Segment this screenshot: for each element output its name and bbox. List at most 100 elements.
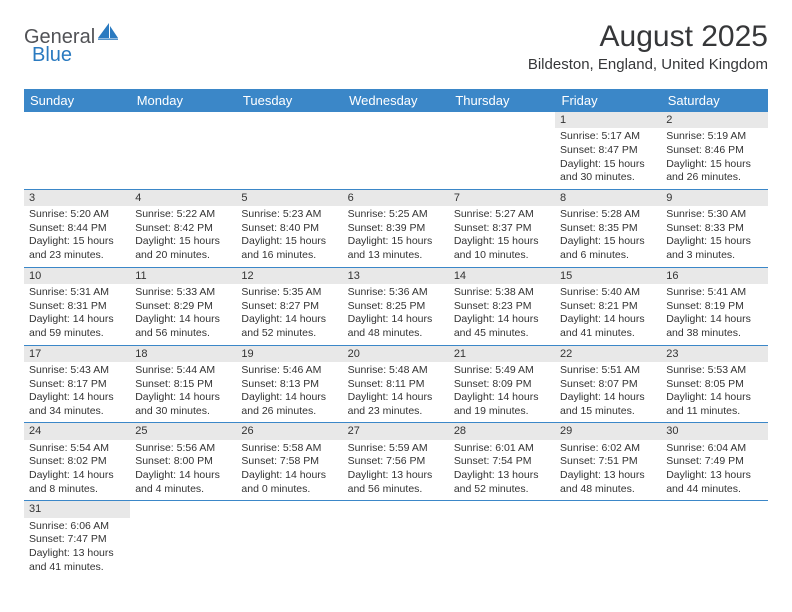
- calendar-cell: [236, 501, 342, 578]
- logo-blue-text-wrap: Blue: [31, 44, 72, 67]
- daylight-text: Daylight: 14 hours and 52 minutes.: [241, 313, 337, 340]
- sunrise-text: Sunrise: 6:04 AM: [666, 442, 762, 456]
- calendar-table: Sunday Monday Tuesday Wednesday Thursday…: [24, 89, 768, 578]
- daylight-text: Daylight: 15 hours and 13 minutes.: [348, 235, 444, 262]
- sunset-text: Sunset: 8:21 PM: [560, 300, 656, 314]
- calendar-cell: 30Sunrise: 6:04 AMSunset: 7:49 PMDayligh…: [661, 423, 767, 501]
- location: Bildeston, England, United Kingdom: [528, 56, 768, 73]
- calendar-cell: 26Sunrise: 5:58 AMSunset: 7:58 PMDayligh…: [236, 423, 342, 501]
- weekday-header-row: Sunday Monday Tuesday Wednesday Thursday…: [24, 89, 768, 112]
- calendar-cell: 20Sunrise: 5:48 AMSunset: 8:11 PMDayligh…: [343, 345, 449, 423]
- daylight-text: Daylight: 15 hours and 6 minutes.: [560, 235, 656, 262]
- daylight-text: Daylight: 14 hours and 34 minutes.: [29, 391, 125, 418]
- calendar-cell: 25Sunrise: 5:56 AMSunset: 8:00 PMDayligh…: [130, 423, 236, 501]
- header: General August 2025 Bildeston, England, …: [24, 20, 768, 73]
- calendar-row: 3Sunrise: 5:20 AMSunset: 8:44 PMDaylight…: [24, 189, 768, 267]
- sunset-text: Sunset: 7:56 PM: [348, 455, 444, 469]
- sunset-text: Sunset: 7:51 PM: [560, 455, 656, 469]
- sunset-text: Sunset: 8:25 PM: [348, 300, 444, 314]
- sunset-text: Sunset: 8:31 PM: [29, 300, 125, 314]
- sunset-text: Sunset: 8:07 PM: [560, 378, 656, 392]
- day-number: 10: [24, 268, 130, 284]
- day-number: 23: [661, 346, 767, 362]
- sunrise-text: Sunrise: 5:31 AM: [29, 286, 125, 300]
- sunrise-text: Sunrise: 5:23 AM: [241, 208, 337, 222]
- calendar-cell: 19Sunrise: 5:46 AMSunset: 8:13 PMDayligh…: [236, 345, 342, 423]
- sunset-text: Sunset: 7:49 PM: [666, 455, 762, 469]
- daylight-text: Daylight: 13 hours and 56 minutes.: [348, 469, 444, 496]
- sunrise-text: Sunrise: 5:40 AM: [560, 286, 656, 300]
- calendar-cell: 29Sunrise: 6:02 AMSunset: 7:51 PMDayligh…: [555, 423, 661, 501]
- sunrise-text: Sunrise: 6:06 AM: [29, 520, 125, 534]
- calendar-cell: 18Sunrise: 5:44 AMSunset: 8:15 PMDayligh…: [130, 345, 236, 423]
- calendar-cell: 8Sunrise: 5:28 AMSunset: 8:35 PMDaylight…: [555, 189, 661, 267]
- day-number: 22: [555, 346, 661, 362]
- sunrise-text: Sunrise: 5:19 AM: [666, 130, 762, 144]
- sunrise-text: Sunrise: 5:17 AM: [560, 130, 656, 144]
- day-number: 15: [555, 268, 661, 284]
- daylight-text: Daylight: 15 hours and 30 minutes.: [560, 158, 656, 185]
- day-number: 9: [661, 190, 767, 206]
- day-number: 31: [24, 501, 130, 517]
- day-number: 12: [236, 268, 342, 284]
- daylight-text: Daylight: 13 hours and 41 minutes.: [29, 547, 125, 574]
- day-number: 18: [130, 346, 236, 362]
- day-number: 1: [555, 112, 661, 128]
- day-number: 19: [236, 346, 342, 362]
- daylight-text: Daylight: 13 hours and 52 minutes.: [454, 469, 550, 496]
- sunrise-text: Sunrise: 5:51 AM: [560, 364, 656, 378]
- sunset-text: Sunset: 8:13 PM: [241, 378, 337, 392]
- sunset-text: Sunset: 8:40 PM: [241, 222, 337, 236]
- calendar-cell: [555, 501, 661, 578]
- sunset-text: Sunset: 8:02 PM: [29, 455, 125, 469]
- sunrise-text: Sunrise: 5:35 AM: [241, 286, 337, 300]
- sunrise-text: Sunrise: 5:53 AM: [666, 364, 762, 378]
- day-number: 16: [661, 268, 767, 284]
- daylight-text: Daylight: 13 hours and 48 minutes.: [560, 469, 656, 496]
- logo-text-blue: Blue: [32, 44, 72, 66]
- weekday-tuesday: Tuesday: [236, 89, 342, 112]
- daylight-text: Daylight: 14 hours and 23 minutes.: [348, 391, 444, 418]
- calendar-row: 31Sunrise: 6:06 AMSunset: 7:47 PMDayligh…: [24, 501, 768, 578]
- calendar-cell: 13Sunrise: 5:36 AMSunset: 8:25 PMDayligh…: [343, 267, 449, 345]
- daylight-text: Daylight: 14 hours and 8 minutes.: [29, 469, 125, 496]
- calendar-cell: 14Sunrise: 5:38 AMSunset: 8:23 PMDayligh…: [449, 267, 555, 345]
- day-number: 25: [130, 423, 236, 439]
- daylight-text: Daylight: 14 hours and 15 minutes.: [560, 391, 656, 418]
- daylight-text: Daylight: 14 hours and 0 minutes.: [241, 469, 337, 496]
- day-number: 17: [24, 346, 130, 362]
- sunset-text: Sunset: 8:15 PM: [135, 378, 231, 392]
- daylight-text: Daylight: 14 hours and 4 minutes.: [135, 469, 231, 496]
- day-number: 27: [343, 423, 449, 439]
- calendar-row: 1Sunrise: 5:17 AMSunset: 8:47 PMDaylight…: [24, 112, 768, 189]
- sunset-text: Sunset: 8:17 PM: [29, 378, 125, 392]
- sunrise-text: Sunrise: 5:27 AM: [454, 208, 550, 222]
- sunrise-text: Sunrise: 5:41 AM: [666, 286, 762, 300]
- day-number: 8: [555, 190, 661, 206]
- weekday-sunday: Sunday: [24, 89, 130, 112]
- daylight-text: Daylight: 13 hours and 44 minutes.: [666, 469, 762, 496]
- sunset-text: Sunset: 8:44 PM: [29, 222, 125, 236]
- calendar-row: 17Sunrise: 5:43 AMSunset: 8:17 PMDayligh…: [24, 345, 768, 423]
- daylight-text: Daylight: 15 hours and 23 minutes.: [29, 235, 125, 262]
- sunrise-text: Sunrise: 5:59 AM: [348, 442, 444, 456]
- daylight-text: Daylight: 14 hours and 41 minutes.: [560, 313, 656, 340]
- sunrise-text: Sunrise: 5:28 AM: [560, 208, 656, 222]
- calendar-cell: 7Sunrise: 5:27 AMSunset: 8:37 PMDaylight…: [449, 189, 555, 267]
- daylight-text: Daylight: 14 hours and 59 minutes.: [29, 313, 125, 340]
- calendar-cell: [449, 501, 555, 578]
- day-number: 6: [343, 190, 449, 206]
- calendar-cell: [661, 501, 767, 578]
- sunrise-text: Sunrise: 5:48 AM: [348, 364, 444, 378]
- day-number: 2: [661, 112, 767, 128]
- sunrise-text: Sunrise: 5:25 AM: [348, 208, 444, 222]
- sunrise-text: Sunrise: 5:36 AM: [348, 286, 444, 300]
- sunset-text: Sunset: 7:54 PM: [454, 455, 550, 469]
- weekday-saturday: Saturday: [661, 89, 767, 112]
- calendar-cell: 9Sunrise: 5:30 AMSunset: 8:33 PMDaylight…: [661, 189, 767, 267]
- daylight-text: Daylight: 15 hours and 20 minutes.: [135, 235, 231, 262]
- calendar-cell: 24Sunrise: 5:54 AMSunset: 8:02 PMDayligh…: [24, 423, 130, 501]
- sunrise-text: Sunrise: 5:38 AM: [454, 286, 550, 300]
- day-number: 20: [343, 346, 449, 362]
- sunset-text: Sunset: 8:05 PM: [666, 378, 762, 392]
